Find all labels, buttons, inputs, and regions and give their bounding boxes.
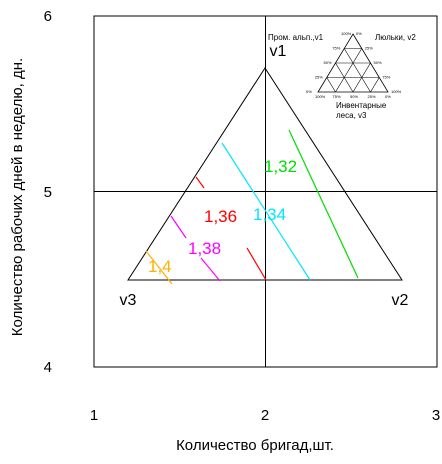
inset-scale-left-0: 100%	[341, 31, 352, 36]
inset-scale-right-1: 25%	[365, 46, 373, 51]
inset-scale-labels: 100% 75% 50% 25% 0% 0% 25% 50% 75% 100% 100% 75% 50%…	[306, 31, 402, 99]
inset-scale-left-3: 25%	[315, 75, 323, 80]
contour-label-1-34: 1,34	[253, 205, 286, 224]
inset-grid-line-r-0	[370, 77, 380, 93]
inset-grid-line-r-2	[335, 48, 363, 93]
contour-label-1-36: 1,36	[204, 207, 237, 226]
inset-v3-label-line2: леса, v3	[336, 111, 367, 120]
vertex-label-v3: v3	[120, 292, 137, 309]
contour-label-1-4: 1,4	[148, 257, 172, 276]
x-axis-title: Количество бригад,шт.	[176, 437, 334, 454]
vertex-label-v1: v1	[270, 43, 287, 60]
contour-label-1-38: 1,38	[188, 239, 221, 258]
inset-grid	[326, 48, 380, 93]
y-tick-label-5: 5	[44, 184, 52, 201]
y-tick-label-4: 4	[44, 359, 52, 376]
inset-scale-bottom-3: 25%	[368, 94, 376, 99]
inset-scale-left-1: 75%	[332, 46, 340, 51]
ternary-triangle	[127, 67, 403, 281]
inset-v1-label: Пром. альп.,v1	[268, 33, 324, 42]
contour-line-1-32	[288, 129, 359, 279]
inset-scale-bottom-1: 75%	[333, 94, 341, 99]
contour-line-1-38-a	[170, 215, 187, 239]
inset-v3-label-line1: Инвентарные	[336, 101, 387, 110]
x-tick-label-1: 1	[90, 407, 98, 424]
inset-grid-line-l-2	[343, 48, 371, 93]
inset-grid-line-l-0	[326, 77, 336, 93]
vertex-label-v2: v2	[392, 292, 409, 309]
contour-line-1-34	[221, 142, 311, 281]
inset-scale-right-0: 0%	[356, 31, 362, 36]
inset-ternary-legend: Пром. альп.,v1 Люльки, v2 Инвентарные ле…	[268, 31, 416, 120]
x-tick-label-2: 2	[261, 407, 269, 424]
y-tick-label-6: 6	[44, 8, 52, 25]
contour-line-1-36-a	[195, 176, 205, 189]
inset-scale-right-2: 50%	[374, 60, 382, 65]
y-axis-title: Количество рабочих дней в неделю, дн.	[9, 58, 26, 336]
inset-scale-bottom-2: 50%	[350, 94, 358, 99]
inset-scale-bottom-4: 0%	[385, 94, 391, 99]
inset-v2-label: Люльки, v2	[375, 33, 416, 42]
contour-line-1-4	[145, 250, 173, 285]
inset-scale-right-4: 100%	[391, 89, 402, 94]
contour-label-1-32: 1,32	[264, 157, 297, 176]
contour-lines	[145, 129, 359, 285]
contour-line-1-36-b	[246, 247, 267, 281]
x-tick-label-3: 3	[432, 407, 440, 424]
inset-scale-bottom-0: 100%	[315, 94, 326, 99]
inset-scale-left-4: 0%	[306, 89, 312, 94]
inset-scale-right-3: 75%	[382, 75, 390, 80]
inset-scale-left-2: 50%	[324, 60, 332, 65]
contour-line-1-38-b	[200, 257, 221, 282]
